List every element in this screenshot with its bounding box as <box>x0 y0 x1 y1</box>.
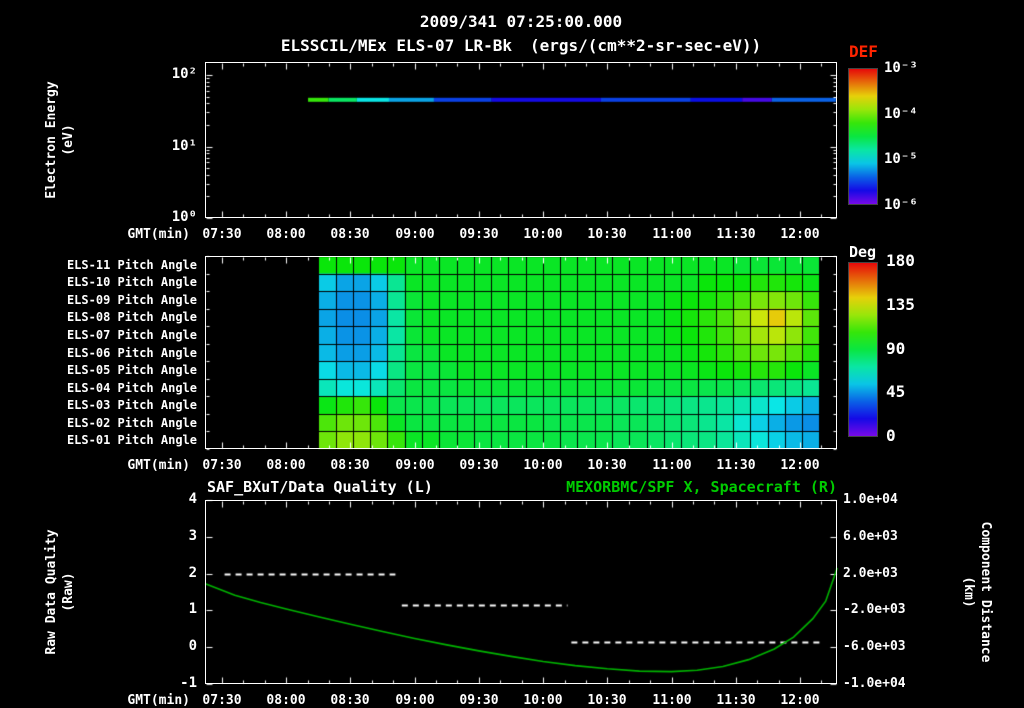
x-tick-label: 09:00 <box>395 458 435 473</box>
pitch-angle-row-label: ELS-09 Pitch Angle <box>66 292 197 307</box>
def-colorbar-tick-label: 10⁻⁶ <box>884 197 918 213</box>
flux-units-label: (ergs/(cm**2-sr-sec-eV)) <box>530 36 762 55</box>
x-tick-label: 08:30 <box>330 458 370 473</box>
quality-y-tick-label: 1 <box>188 601 197 618</box>
x-tick-label: 10:00 <box>523 693 563 708</box>
y-axis-label-units: (km) <box>961 576 976 608</box>
x-tick-label: 07:30 <box>202 458 242 473</box>
y-axis-label-component-distance: Component Distance (km) <box>960 522 994 663</box>
spectrogram-y-tick-label: 10¹ <box>171 137 197 154</box>
gmt-axis-label: GMT(min) <box>127 693 190 708</box>
page-title-timestamp: 2009/341 07:25:00.000 <box>419 12 623 31</box>
x-tick-label: 10:00 <box>523 458 563 473</box>
pitch-angle-row-label: ELS-07 Pitch Angle <box>66 327 197 342</box>
x-tick-label: 08:30 <box>330 227 370 242</box>
pitch-angle-row-label: ELS-10 Pitch Angle <box>66 275 197 290</box>
deg-colorbar-tick-label: 0 <box>886 426 896 445</box>
x-tick-label: 10:30 <box>587 458 627 473</box>
def-colorbar-tick-label: 10⁻⁴ <box>884 105 918 122</box>
deg-colorbar <box>848 262 878 437</box>
gmt-axis-label: GMT(min) <box>127 458 190 473</box>
distance-y-tick-label: -2.0e+03 <box>843 602 906 618</box>
y-axis-label-line: Component Distance <box>978 521 993 663</box>
x-tick-label: 09:30 <box>459 458 499 473</box>
x-tick-label: 11:00 <box>652 458 692 473</box>
x-tick-label: 10:00 <box>523 227 563 242</box>
deg-colorbar-title: Deg <box>849 243 877 261</box>
y-axis-label-line: Raw Data Quality <box>44 529 59 655</box>
y-axis-label-line: Electron Energy <box>44 81 59 199</box>
distance-y-tick-label: 6.0e+03 <box>843 528 898 544</box>
pitch-angle-row-label: ELS-05 Pitch Angle <box>66 363 197 378</box>
x-tick-label: 11:00 <box>652 693 692 708</box>
x-tick-label: 12:00 <box>780 693 820 708</box>
pitch-angle-row-label: ELS-08 Pitch Angle <box>66 310 197 325</box>
distance-series-title: MEXORBMC/SPF X, Spacecraft (R) <box>566 478 837 496</box>
quality-y-tick-label: -1 <box>180 675 197 691</box>
y-axis-label-electron-energy: Electron Energy (eV) <box>43 81 77 198</box>
page-title-instrument: ELSSCIL/MEx ELS-07 LR-Bk (ergs/(cm**2-sr-… <box>160 36 882 55</box>
pitch-angle-row-label: ELS-11 Pitch Angle <box>66 257 197 272</box>
deg-colorbar-tick-label: 180 <box>886 251 915 270</box>
pitch-angle-row-label: ELS-01 Pitch Angle <box>66 433 197 448</box>
distance-y-tick-label: 1.0e+04 <box>843 492 898 507</box>
panel-spectrogram-frame <box>205 62 837 218</box>
quality-series-title: SAF_BXuT/Data Quality (L) <box>207 478 433 496</box>
x-tick-label: 10:30 <box>587 227 627 242</box>
quality-y-tick-label: 3 <box>188 527 197 544</box>
x-tick-label: 08:00 <box>266 458 306 473</box>
x-tick-label: 08:30 <box>330 693 370 708</box>
x-tick-label: 09:00 <box>395 227 435 242</box>
distance-y-tick-label: 2.0e+03 <box>843 565 898 581</box>
x-tick-label: 09:30 <box>459 693 499 708</box>
instrument-name: ELSSCIL/MEx ELS-07 LR-Bk <box>280 36 512 55</box>
pitch-angle-row-label: ELS-06 Pitch Angle <box>66 345 197 360</box>
x-tick-label: 07:30 <box>202 693 242 708</box>
quality-y-tick-label: 4 <box>188 491 197 507</box>
y-axis-label-units: (Raw) <box>61 572 76 612</box>
x-tick-label: 12:00 <box>780 227 820 242</box>
x-tick-label: 11:00 <box>652 227 692 242</box>
quality-y-tick-label: 0 <box>188 638 197 655</box>
pitch-angle-row-label: ELS-02 Pitch Angle <box>66 415 197 430</box>
y-axis-label-raw-data-quality: Raw Data Quality (Raw) <box>43 529 77 654</box>
y-axis-label-units: (eV) <box>61 124 76 156</box>
def-colorbar-tick-label: 10⁻⁵ <box>884 151 918 168</box>
pitch-angle-row-label: ELS-03 Pitch Angle <box>66 398 197 413</box>
x-tick-label: 08:00 <box>266 227 306 242</box>
x-tick-label: 07:30 <box>202 227 242 242</box>
x-tick-label: 12:00 <box>780 458 820 473</box>
def-colorbar <box>848 68 878 205</box>
x-tick-label: 11:30 <box>716 693 756 708</box>
x-tick-label: 11:30 <box>716 458 756 473</box>
deg-colorbar-tick-label: 45 <box>886 382 906 402</box>
deg-colorbar-tick-label: 135 <box>886 294 915 314</box>
gmt-axis-label: GMT(min) <box>127 227 190 242</box>
distance-y-tick-label: -6.0e+03 <box>843 639 906 655</box>
pitch-angle-row-label: ELS-04 Pitch Angle <box>66 380 197 395</box>
quality-y-tick-label: 2 <box>188 564 197 581</box>
x-tick-label: 10:30 <box>587 693 627 708</box>
spectrogram-y-tick-label: 10⁰ <box>171 209 197 225</box>
deg-colorbar-tick-label: 90 <box>886 338 906 358</box>
spectrogram-y-tick-label: 10² <box>171 66 197 82</box>
def-colorbar-tick-label: 10⁻³ <box>884 60 918 76</box>
panel-line-plot-frame <box>205 500 837 684</box>
def-colorbar-title: DEF <box>849 42 878 61</box>
x-tick-label: 11:30 <box>716 227 756 242</box>
x-tick-label: 08:00 <box>266 693 306 708</box>
x-tick-label: 09:30 <box>459 227 499 242</box>
distance-y-tick-label: -1.0e+04 <box>843 676 906 691</box>
x-tick-label: 09:00 <box>395 693 435 708</box>
panel-pitch-angle-frame <box>205 256 837 449</box>
